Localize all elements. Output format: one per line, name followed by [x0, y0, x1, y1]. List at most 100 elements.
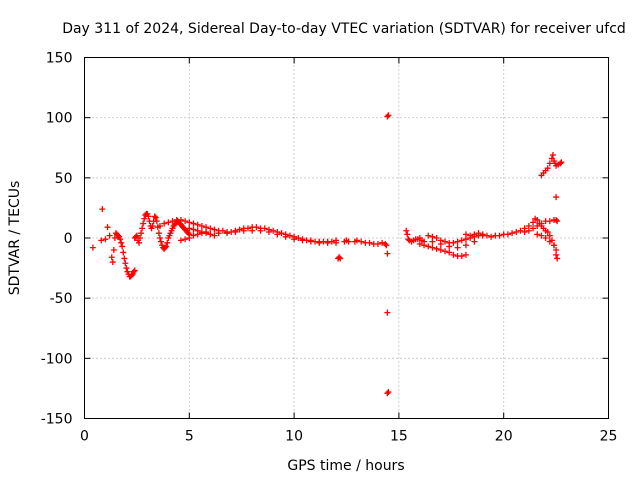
data-point [379, 239, 386, 246]
data-point [118, 239, 125, 246]
data-point [383, 242, 390, 249]
data-point [530, 219, 537, 226]
data-point [123, 265, 130, 272]
data-point [384, 390, 391, 397]
data-point [554, 218, 561, 225]
data-point [475, 230, 482, 237]
data-point [425, 232, 432, 239]
data-point [530, 225, 537, 232]
data-point [446, 243, 453, 250]
data-point [504, 231, 511, 238]
data-point [544, 165, 551, 172]
data-point [384, 113, 391, 120]
data-point [454, 244, 461, 251]
x-axis-label: GPS time / hours [287, 458, 404, 474]
y-tick-label: -100 [41, 351, 73, 367]
data-point [425, 243, 432, 250]
data-point [471, 238, 478, 245]
data-point [291, 236, 298, 243]
data-point [299, 237, 306, 244]
data-point [270, 227, 277, 234]
data-point [138, 230, 145, 237]
data-point [203, 230, 210, 237]
y-tick-label: 100 [46, 111, 73, 127]
data-point [207, 225, 214, 232]
x-tick-label: 0 [80, 429, 89, 445]
data-point [261, 225, 268, 232]
data-point [316, 239, 323, 246]
data-point [190, 226, 197, 233]
data-point [557, 160, 564, 167]
data-point [442, 238, 449, 245]
data-point [534, 222, 541, 229]
y-axis-ticks: -150 -100 -50 0 50 100 150 [41, 51, 609, 428]
data-point [509, 230, 516, 237]
data-point [544, 228, 551, 235]
y-tick-label: 0 [64, 231, 73, 247]
data-point [120, 249, 127, 256]
data-point [182, 218, 189, 225]
data-point [102, 236, 109, 243]
data-point [207, 231, 214, 238]
data-point [307, 238, 314, 245]
data-point [551, 242, 558, 249]
grid-lines [84, 57, 609, 419]
data-point [534, 216, 541, 223]
data-point [165, 219, 172, 226]
data-point [534, 231, 541, 238]
data-point [149, 222, 156, 229]
data-point [236, 226, 243, 233]
data-point [155, 230, 162, 237]
data-point [437, 247, 444, 254]
data-point [546, 232, 553, 239]
data-point [121, 255, 128, 262]
data-point [558, 159, 565, 166]
data-point [295, 235, 302, 241]
data-point [433, 245, 440, 252]
data-point [158, 238, 165, 245]
x-tick-label: 25 [600, 429, 618, 445]
data-point [278, 230, 285, 237]
data-point [265, 228, 272, 235]
data-point [110, 247, 117, 254]
data-point [156, 222, 163, 229]
data-point [224, 230, 231, 237]
data-point [141, 215, 148, 222]
data-point [324, 239, 331, 246]
data-point [131, 267, 138, 274]
data-point [385, 112, 392, 119]
data-point [513, 228, 520, 235]
data-point [137, 235, 144, 241]
data-point [554, 255, 561, 262]
data-point [384, 309, 391, 316]
data-point [374, 241, 381, 248]
data-point [366, 239, 373, 246]
data-point [130, 268, 137, 275]
data-point [177, 237, 184, 244]
data-point [106, 232, 113, 239]
data-point [215, 230, 222, 237]
data-point [458, 253, 465, 260]
data-point [429, 244, 436, 251]
data-point [405, 236, 412, 243]
data-point [521, 228, 528, 235]
data-point [358, 238, 365, 245]
data-point [462, 231, 469, 238]
data-point [253, 224, 260, 231]
data-point [385, 389, 392, 396]
data-point [462, 251, 469, 258]
data-point [553, 216, 560, 223]
y-axis-label: SDTVAR / TECUs [7, 181, 23, 296]
data-point [185, 230, 192, 237]
x-tick-label: 20 [495, 429, 513, 445]
data-point [119, 243, 126, 250]
data-point [462, 242, 469, 249]
data-point [153, 218, 160, 225]
data-point [446, 249, 453, 256]
data-point [416, 241, 423, 248]
data-point [169, 218, 176, 225]
data-point [538, 220, 545, 227]
data-point [186, 235, 193, 241]
data-point [162, 244, 169, 251]
